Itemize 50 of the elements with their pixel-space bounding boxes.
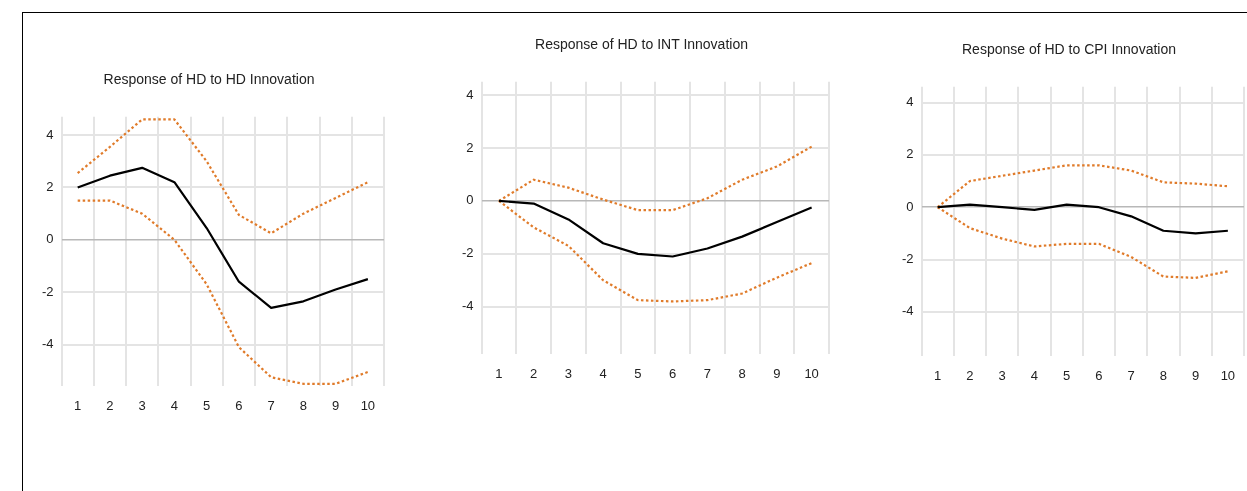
x-tick-label: 2 <box>530 365 538 381</box>
x-tick-label: 7 <box>703 365 712 381</box>
x-tick-label: 7 <box>267 397 275 413</box>
y-tick-label: 0 <box>906 198 914 214</box>
x-tick-label: 9 <box>332 397 340 413</box>
x-tick-label: 1 <box>495 365 503 381</box>
x-tick-label: 3 <box>138 397 146 413</box>
x-tick-label: 5 <box>203 397 211 413</box>
y-tick-label: 0 <box>466 192 474 208</box>
x-tick-label: 1 <box>934 367 942 383</box>
x-tick-label: 6 <box>235 397 243 413</box>
x-tick-label: 10 <box>804 365 819 381</box>
y-tick-label: -4 <box>42 336 54 352</box>
x-tick-label: 5 <box>634 365 642 381</box>
line-series <box>76 199 369 385</box>
x-tick-label: 6 <box>1095 367 1103 383</box>
x-tick-label: 9 <box>1192 367 1200 383</box>
x-tick-label: 1 <box>74 397 82 413</box>
x-tick-label: 8 <box>1159 367 1168 383</box>
y-tick-label: 0 <box>46 231 54 247</box>
y-tick-label: -4 <box>902 303 914 319</box>
y-tick-label: 4 <box>46 126 54 142</box>
x-tick-label: 10 <box>360 397 376 413</box>
x-tick-label: 4 <box>170 397 179 413</box>
y-tick-label: -4 <box>462 298 474 314</box>
chart-title: Response of HD to HD Innovation <box>103 71 315 88</box>
x-tick-label: 2 <box>966 367 974 383</box>
x-tick-label: 4 <box>1030 367 1039 383</box>
y-tick-label: -2 <box>42 283 54 299</box>
x-tick-label: 2 <box>106 397 114 413</box>
x-tick-label: 3 <box>998 367 1006 383</box>
x-tick-label: 8 <box>738 365 746 381</box>
x-tick-label: 4 <box>599 365 607 381</box>
x-tick-label: 5 <box>1063 367 1071 383</box>
x-tick-label: 9 <box>773 365 781 381</box>
y-tick-label: -2 <box>462 245 474 261</box>
x-tick-label: 3 <box>564 365 573 381</box>
x-tick-label: 7 <box>1127 367 1135 383</box>
y-tick-label: 2 <box>466 139 474 155</box>
x-tick-label: 8 <box>299 397 308 413</box>
line-series <box>76 118 369 235</box>
y-tick-label: 2 <box>46 179 54 195</box>
y-tick-label: 2 <box>906 146 914 162</box>
x-tick-label: 10 <box>1220 367 1236 383</box>
chart-title: Response of HD to INT Innovation <box>535 36 748 53</box>
x-tick-label: 6 <box>669 365 677 381</box>
y-tick-label: 4 <box>466 86 474 102</box>
chart-title: Response of HD to CPI Innovation <box>961 41 1177 58</box>
y-tick-label: 4 <box>906 94 914 110</box>
y-tick-label: -2 <box>902 251 914 267</box>
